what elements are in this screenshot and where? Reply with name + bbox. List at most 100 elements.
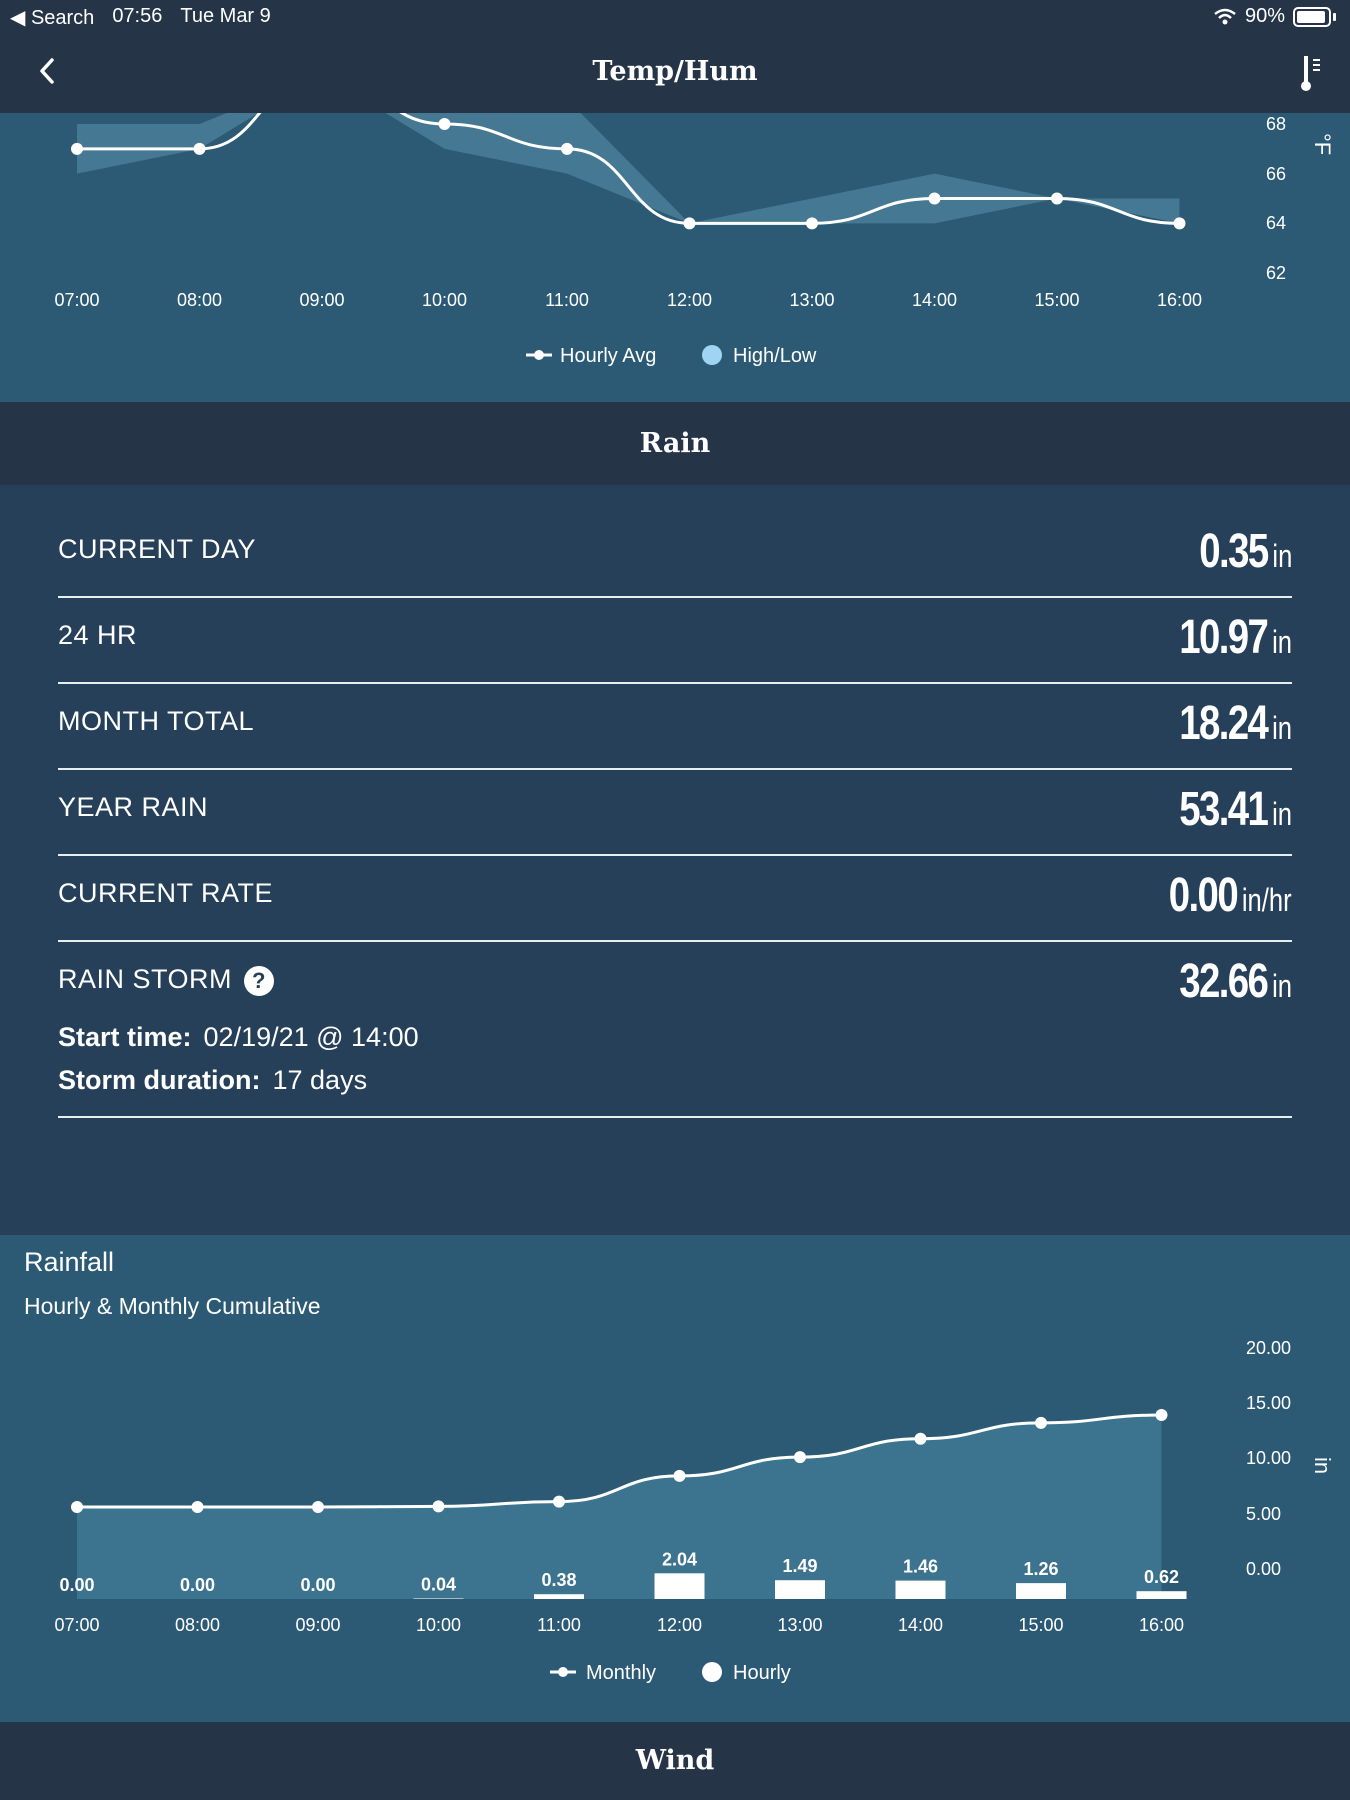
storm-duration-value: 17 days: [272, 1065, 368, 1095]
x-tick-label: 10:00: [422, 290, 467, 310]
y-tick-label: 15.00: [1246, 1393, 1291, 1413]
hourly-bar-label: 0.38: [541, 1570, 576, 1590]
battery-percent: 90%: [1244, 5, 1285, 27]
hourly-bar-label: 0.62: [1144, 1567, 1179, 1587]
monthly-point: [914, 1432, 927, 1445]
rain-row-label: RAIN STORM: [58, 964, 233, 994]
hourly-bar-label: 0.04: [421, 1574, 456, 1594]
x-tick-label: 11:00: [545, 290, 589, 310]
x-tick-label: 11:00: [537, 1615, 581, 1635]
rain-row-24hr: 24 HR 10.97 in: [58, 598, 1292, 684]
rain-header-title: Rain: [639, 428, 711, 459]
y-tick-label: 20.00: [1246, 1338, 1291, 1358]
y-tick-label: 64: [1266, 213, 1286, 233]
status-date: Tue Mar 9: [180, 5, 271, 27]
x-tick-label: 16:00: [1139, 1615, 1184, 1635]
storm-start-time: Start time: 02/19/21 @ 14:00: [58, 1022, 419, 1053]
status-time: 07:56: [112, 5, 163, 27]
hourly-bar-label: 1.49: [782, 1556, 817, 1576]
y-tick-label: 0.00: [1246, 1559, 1281, 1579]
x-tick-label: 15:00: [1018, 1615, 1063, 1635]
rain-value-unit: in: [1272, 968, 1292, 1004]
rain-row-label: YEAR RAIN: [58, 792, 209, 822]
hourly-bar: [895, 1580, 946, 1599]
battery-tip: [1333, 12, 1336, 21]
y-unit-label: in: [1310, 1457, 1335, 1474]
legend-hourly-label: Hourly: [733, 1662, 791, 1684]
monthly-point: [191, 1501, 204, 1514]
rainfall-y-axis: 20.00 15.00 10.00 5.00 0.00: [1246, 1338, 1291, 1579]
rain-row-label: CURRENT RATE: [58, 878, 274, 908]
hourly-bar: [775, 1580, 825, 1599]
hourly-bar-label: 1.46: [903, 1557, 938, 1577]
hourly-bar: [413, 1598, 464, 1599]
legend-avg-label: Hourly Avg: [560, 345, 656, 367]
status-bar: ◀ Search 07:56 Tue Mar 9 90%: [0, 0, 1350, 34]
high-low-band: [77, 74, 1180, 224]
hourly-bar: [1136, 1591, 1187, 1599]
x-tick-label: 07:00: [54, 1615, 99, 1635]
monthly-point: [432, 1500, 445, 1513]
temperature-chart-svg: 07:00 08:00 09:00 10:00 11:00 12:00 13:00 14:00…: [54, 72, 1335, 367]
chevron-left-icon: [40, 58, 54, 84]
hourly-avg-point: [438, 118, 451, 130]
thermometer-icon: [1301, 56, 1320, 91]
legend-hourly-marker: [702, 1662, 722, 1682]
x-tick-label: 08:00: [177, 290, 222, 310]
rainfall-chart-subtitle: Hourly & Monthly Cumulative: [24, 1293, 321, 1319]
thermometer-button[interactable]: [1294, 52, 1330, 96]
rain-value-number: 0.35: [1198, 525, 1269, 578]
rain-value-unit: in/hr: [1242, 882, 1292, 918]
x-tick-label: 16:00: [1157, 290, 1202, 310]
rain-value-number: 32.66: [1179, 955, 1269, 1008]
x-tick-label: 14:00: [898, 1615, 943, 1635]
wind-header-title: Wind: [635, 1745, 715, 1776]
rain-row-label: 24 HR: [58, 620, 138, 650]
monthly-point: [312, 1501, 324, 1514]
hourly-bar: [654, 1573, 705, 1599]
rain-value-number: 53.41: [1179, 783, 1269, 836]
y-tick-label: 68: [1266, 114, 1286, 134]
legend-avg-marker: [534, 350, 544, 360]
back-button[interactable]: [30, 52, 70, 92]
back-to-app-link[interactable]: ◀ Search: [10, 7, 95, 29]
page-title: Temp/Hum: [592, 56, 758, 87]
monthly-point: [673, 1469, 686, 1482]
monthly-point: [553, 1495, 565, 1508]
y-unit-label: °F: [1310, 133, 1335, 155]
monthly-point: [1155, 1409, 1168, 1422]
rain-row-value: 0.35 in: [1199, 524, 1292, 579]
rain-row-label: MONTH TOTAL: [58, 706, 255, 736]
rain-row-value: 53.41 in: [1179, 782, 1292, 837]
temperature-chart: 07:00 08:00 09:00 10:00 11:00 12:00 13:00 14:00…: [0, 72, 1350, 402]
hourly-avg-point: [193, 142, 206, 155]
storm-duration: Storm duration: 17 days: [58, 1065, 367, 1096]
legend-monthly-marker: [558, 1667, 568, 1677]
temperature-legend: Hourly Avg High/Low: [526, 345, 817, 367]
storm-duration-label: Storm duration:: [58, 1065, 261, 1095]
rain-value-unit: in: [1272, 796, 1292, 832]
x-tick-label: 12:00: [657, 1615, 702, 1635]
hourly-avg-point: [1173, 217, 1186, 230]
rainfall-chart: Rainfall Hourly & Monthly Cumulative 0.0…: [0, 1235, 1350, 1722]
rain-row-current-rate: CURRENT RATE 0.00 in/hr: [58, 856, 1292, 942]
rainfall-chart-svg: 0.00 0.00 0.00 0.04 0.38 2.04 1.49 1.46 1.26 0.62…: [54, 1338, 1335, 1684]
y-tick-label: 10.00: [1246, 1448, 1291, 1468]
hourly-avg-point: [1051, 192, 1063, 205]
rain-value-number: 0.00: [1169, 869, 1239, 922]
rain-stats-list: CURRENT DAY 0.35 in 24 HR 10.97 in MONTH T…: [0, 485, 1350, 1235]
hourly-avg-point: [806, 217, 818, 230]
hourly-avg-point: [71, 142, 83, 155]
rainfall-legend: Monthly Hourly: [550, 1662, 791, 1684]
legend-highlow-marker: [702, 345, 722, 365]
rain-value-number: 10.97: [1179, 611, 1269, 664]
x-tick-label: 09:00: [295, 1615, 340, 1635]
wind-section-header: Wind: [0, 1722, 1350, 1800]
battery-icon: [1293, 6, 1331, 27]
rainfall-chart-title: Rainfall: [24, 1247, 115, 1277]
hourly-avg-point: [683, 217, 696, 230]
help-icon[interactable]: ?: [244, 965, 275, 996]
hourly-avg-point: [561, 142, 573, 155]
x-tick-label: 12:00: [667, 290, 712, 310]
rain-row-value: 18.24 in: [1179, 696, 1292, 751]
